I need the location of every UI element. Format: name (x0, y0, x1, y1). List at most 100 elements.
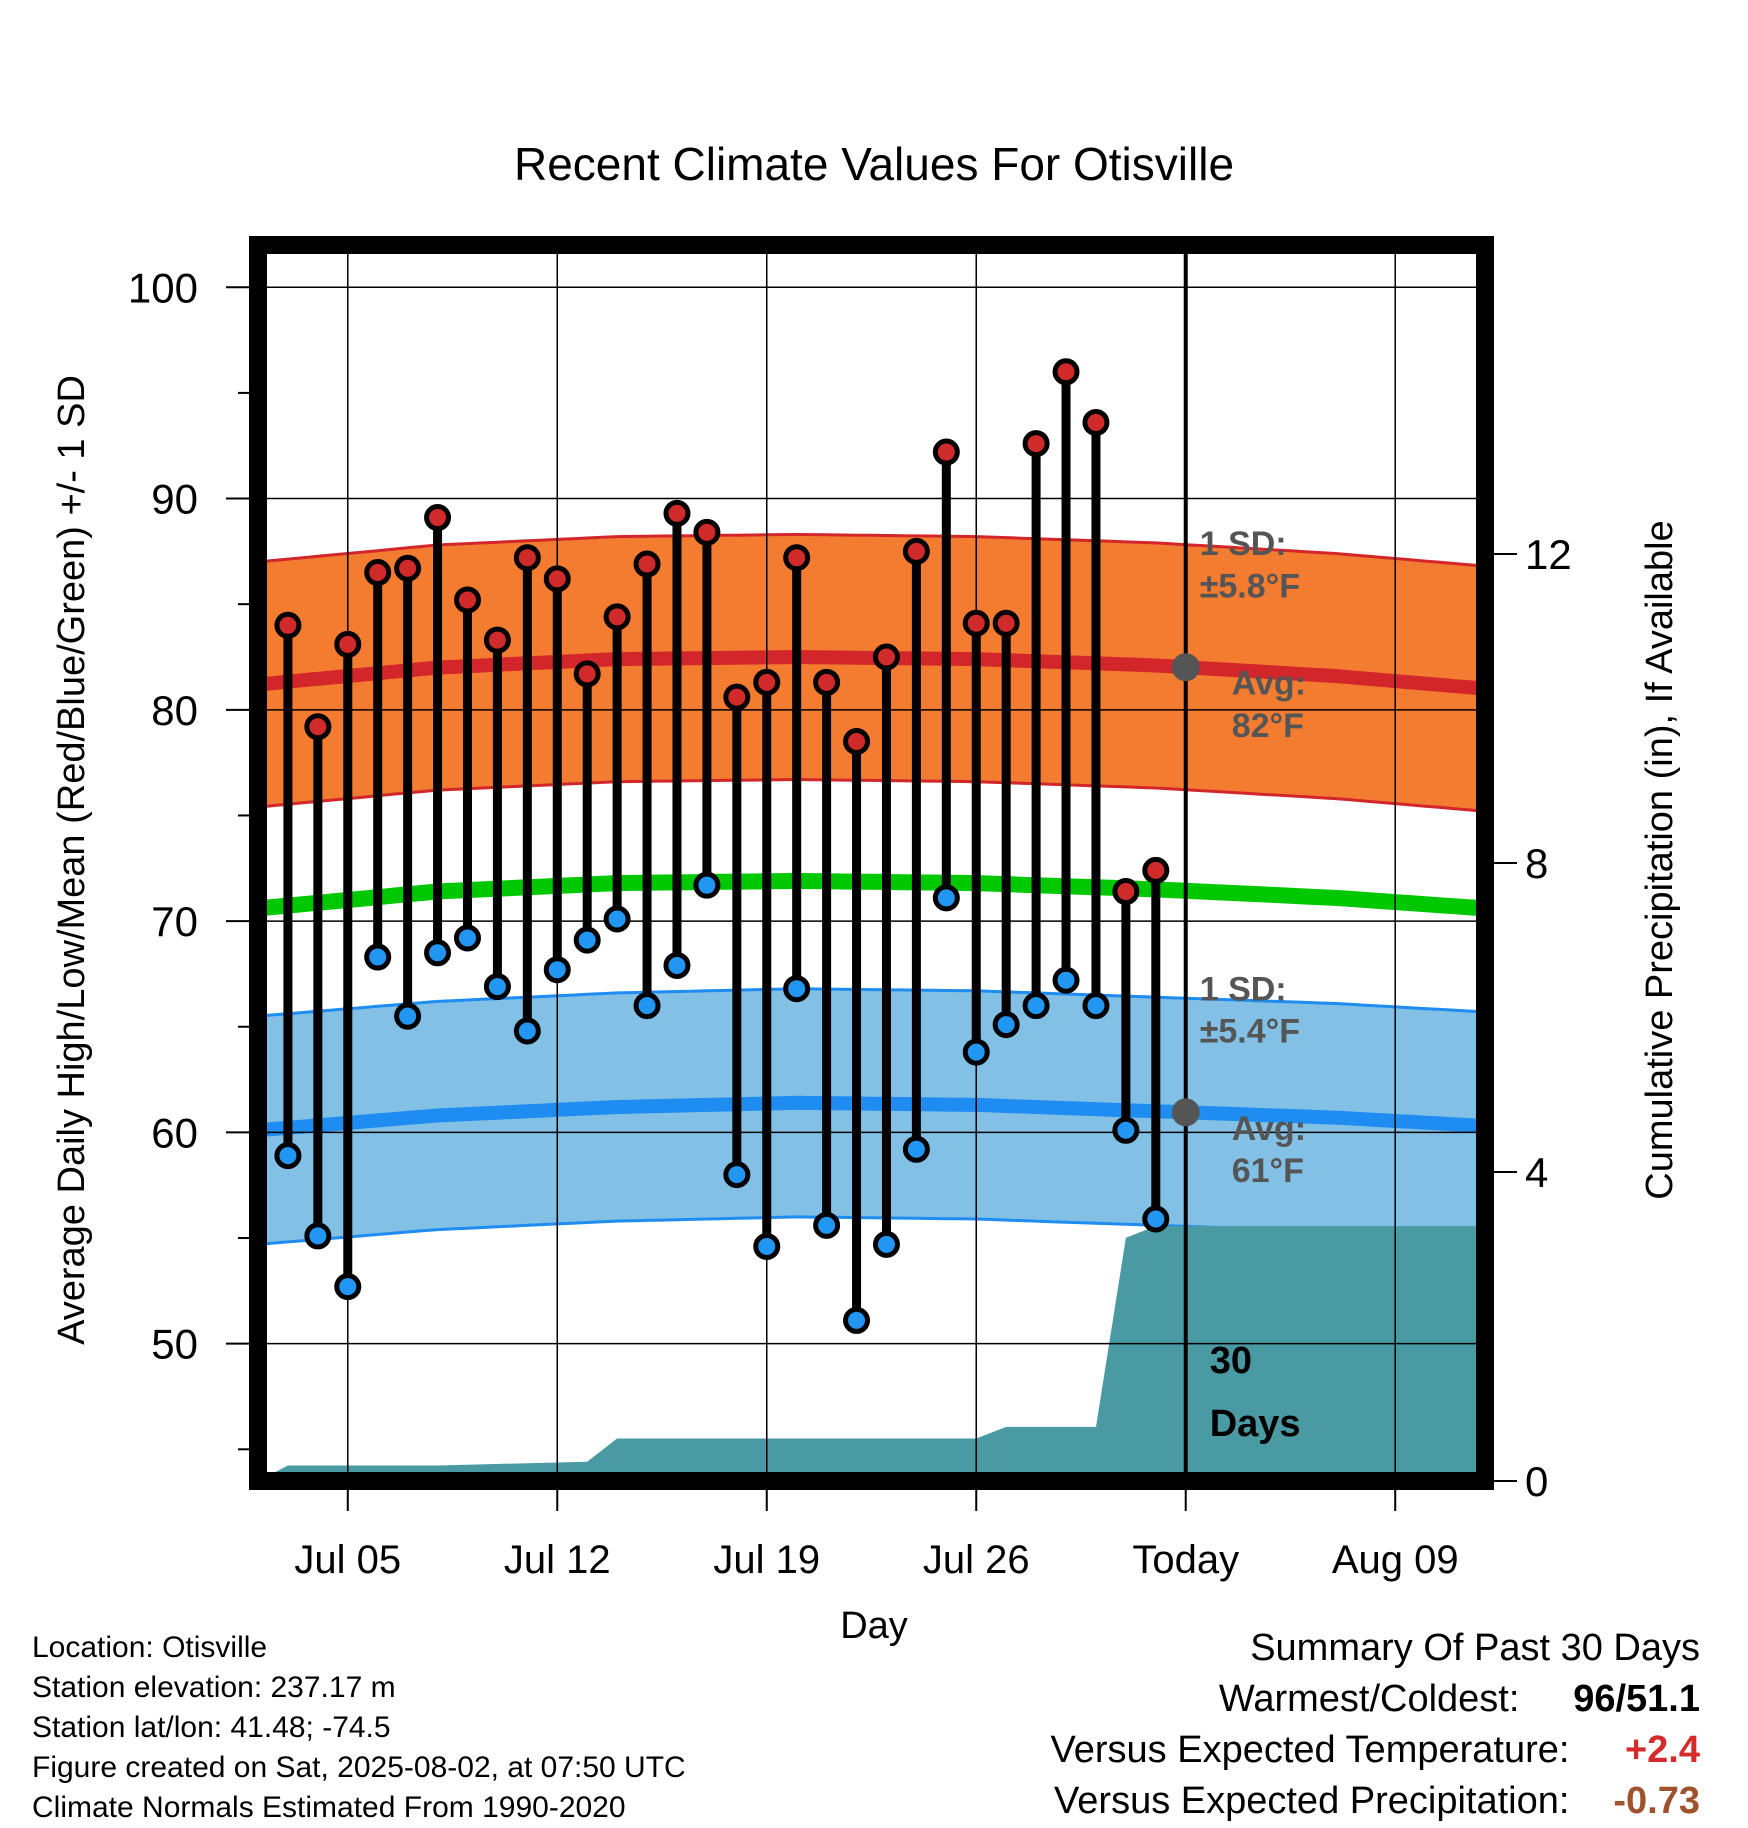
daily-low-point (843, 1306, 871, 1334)
daily-low-point (274, 1142, 302, 1170)
daily-low-point (364, 943, 392, 971)
precip-anomaly-label: Versus Expected Precipitation: (1054, 1780, 1570, 1822)
daily-high-point (1112, 878, 1140, 906)
y-tick-label: 90 (151, 476, 198, 523)
y2-tick-label: 12 (1525, 531, 1572, 578)
daily-low-point (1112, 1116, 1140, 1144)
high-sd-band-lower-edge (258, 777, 1485, 813)
daily-low-point (334, 1273, 362, 1301)
daily-low-point (394, 1002, 422, 1030)
chart-title: Recent Climate Values For Otisville (514, 138, 1234, 190)
daily-high-point (573, 660, 601, 688)
daily-low-point (1082, 992, 1110, 1020)
low-avg-label: Avg: (1232, 1110, 1306, 1148)
daily-high-point (693, 518, 721, 546)
coldest-value: 51.1 (1626, 1678, 1700, 1720)
y-tick-label: 100 (128, 264, 198, 311)
daily-high-point (543, 565, 571, 593)
mean-normal-line (258, 872, 1485, 917)
low-avg-marker (1171, 1098, 1200, 1127)
daily-high-point (334, 630, 362, 658)
daily-low-point (424, 939, 452, 967)
low-normal-line (258, 1095, 1485, 1138)
high-sd-value: ±5.8°F (1200, 567, 1300, 605)
low-sd-label: 1 SD: (1200, 970, 1287, 1008)
daily-high-point (962, 609, 990, 637)
daily-high-point (1142, 856, 1170, 884)
precip-anomaly-value: -0.73 (1613, 1780, 1700, 1822)
warmest-value: 96 (1573, 1678, 1616, 1720)
daily-high-point (902, 537, 930, 565)
daily-low-point (723, 1161, 751, 1189)
daily-low-point (543, 956, 571, 984)
daily-low-point (304, 1222, 332, 1250)
y-tick-label: 70 (151, 898, 198, 945)
high-sd-band-upper-edge (258, 532, 1485, 568)
warmest-coldest-label: Warmest/Coldest: (1218, 1678, 1520, 1720)
summary-panel: Summary Of Past 30 Days Warmest/Coldest:… (1051, 1623, 1700, 1827)
high-avg-marker (1171, 653, 1200, 682)
high-sd-band (258, 534, 1485, 812)
location-text: Location: Otisville (32, 1631, 268, 1664)
daily-high-point (932, 438, 960, 466)
y-axis-label: Average Daily High/Low/Mean (Red/Blue/Gr… (51, 375, 93, 1345)
precip-anomaly-row: Versus Expected Precipitation: -0.73 (1051, 1776, 1700, 1827)
daily-high-point (872, 643, 900, 671)
temp-anomaly-value: +2.4 (1624, 1729, 1700, 1771)
daily-low-point (1022, 992, 1050, 1020)
y2-axis-label: Cumulative Precipitation (in), If Availa… (1639, 520, 1681, 1199)
daily-high-point (483, 626, 511, 654)
daily-high-point (394, 554, 422, 582)
low-avg-value: 61°F (1232, 1152, 1304, 1190)
daily-low-point (813, 1211, 841, 1239)
daily-high-point (1022, 430, 1050, 458)
daily-low-point (902, 1135, 930, 1163)
summary-title: Summary Of Past 30 Days (1250, 1627, 1700, 1669)
high-sd-label: 1 SD: (1200, 525, 1287, 563)
daily-high-point (813, 668, 841, 696)
daily-low-point (753, 1232, 781, 1260)
daily-high-point (843, 728, 871, 756)
daily-high-point (723, 683, 751, 711)
daily-low-point (962, 1038, 990, 1066)
days-label-text: Days (1210, 1403, 1301, 1445)
y2-tick-label: 4 (1525, 1149, 1548, 1196)
daily-low-point (573, 926, 601, 954)
plot-frame (249, 236, 1494, 1490)
elevation-text: Station elevation: 237.17 m (32, 1671, 396, 1704)
plot-area: 1 SD: ±5.8°F Avg: 82°F 1 SD: ±5.4°F Avg: 61°F 30… (128, 236, 1572, 1582)
temp-anomaly-row: Versus Expected Temperature: +2.4 (1051, 1725, 1700, 1776)
days-label-number: 30 (1210, 1340, 1252, 1382)
daily-high-point (603, 603, 631, 631)
y2-tick-label: 8 (1525, 840, 1548, 887)
temp-anomaly-label: Versus Expected Temperature: (1050, 1729, 1570, 1771)
high-avg-label: Avg: (1232, 665, 1306, 703)
daily-low-point (1142, 1205, 1170, 1233)
daily-high-point (453, 586, 481, 614)
daily-low-point (693, 871, 721, 899)
high-normal-line (258, 649, 1485, 696)
created-text: Figure created on Sat, 2025-08-02, at 07… (32, 1751, 686, 1784)
low-sd-value: ±5.4°F (1200, 1013, 1300, 1051)
daily-low-point (663, 951, 691, 979)
daily-high-point (1052, 358, 1080, 386)
daily-high-point (663, 499, 691, 527)
daily-low-point (633, 992, 661, 1020)
latlon-text: Station lat/lon: 41.48; -74.5 (32, 1711, 391, 1744)
y-tick-label: 60 (151, 1109, 198, 1156)
daily-low-point (783, 975, 811, 1003)
x-tick-label: Today (1132, 1538, 1239, 1582)
x-tick-label: Jul 05 (294, 1538, 401, 1582)
daily-high-point (424, 504, 452, 532)
daily-low-point (603, 905, 631, 933)
low-sd-band-upper-edge (258, 987, 1485, 1018)
daily-high-point (274, 611, 302, 639)
x-tick-label: Jul 12 (504, 1538, 611, 1582)
normals-text: Climate Normals Estimated From 1990-2020 (32, 1791, 626, 1824)
warmest-coldest-row: Warmest/Coldest: 96/51.1 (1051, 1674, 1700, 1725)
daily-low-point (483, 973, 511, 1001)
daily-low-point (992, 1011, 1020, 1039)
y-tick-label: 80 (151, 687, 198, 734)
daily-high-point (364, 558, 392, 586)
